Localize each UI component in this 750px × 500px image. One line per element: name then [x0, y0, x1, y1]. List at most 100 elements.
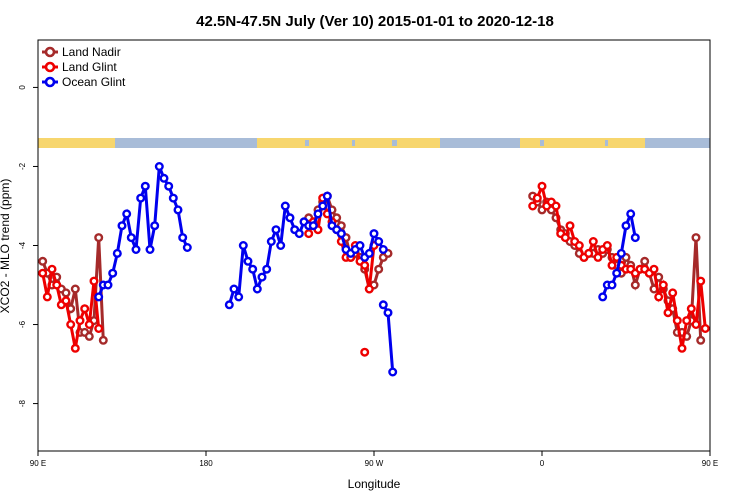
data-point: [164, 181, 174, 191]
data-point: [89, 276, 99, 286]
data-point: [80, 304, 90, 314]
data-point: [621, 221, 631, 231]
data-point: [117, 221, 127, 231]
data-point: [630, 280, 640, 290]
data-point: [528, 201, 538, 211]
data-point: [52, 280, 62, 290]
y-tick-label: 0: [18, 85, 27, 90]
data-point: [369, 229, 379, 239]
data-point: [630, 233, 640, 243]
data-point: [654, 292, 664, 302]
data-point: [388, 367, 398, 377]
data-point: [322, 191, 332, 201]
legend-item: Land Glint: [42, 60, 117, 74]
data-point: [276, 240, 286, 250]
strip-band: [115, 138, 257, 148]
data-point: [243, 256, 253, 266]
data-point: [560, 233, 570, 243]
data-point: [248, 264, 258, 274]
data-point: [285, 213, 295, 223]
data-point: [696, 276, 706, 286]
data-point: [75, 316, 85, 326]
strip-speckle: [540, 140, 544, 146]
data-point: [336, 229, 346, 239]
data-point: [574, 240, 584, 250]
data-point: [98, 335, 108, 345]
strip-speckle: [305, 140, 309, 146]
data-point: [122, 209, 132, 219]
data-point: [271, 225, 281, 235]
data-point: [658, 280, 668, 290]
strip-band: [520, 138, 645, 148]
data-point: [318, 201, 328, 211]
data-point: [607, 280, 617, 290]
data-point: [173, 205, 183, 215]
strip-speckle: [352, 140, 355, 146]
data-point: [70, 284, 80, 294]
x-tick-label: 90 W: [365, 459, 384, 468]
data-point: [234, 292, 244, 302]
data-point: [252, 284, 262, 294]
data-point: [668, 288, 678, 298]
data-point: [607, 260, 617, 270]
data-point: [94, 292, 104, 302]
data-point: [94, 233, 104, 243]
data-point: [378, 244, 388, 254]
x-tick-label: 180: [199, 459, 213, 468]
strip-speckle: [470, 140, 474, 146]
data-point: [262, 264, 272, 274]
data-point: [313, 209, 323, 219]
data-point: [38, 256, 48, 266]
data-point: [598, 292, 608, 302]
strip-speckle: [138, 140, 140, 146]
data-point: [168, 193, 178, 203]
data-point: [140, 181, 150, 191]
data-point: [612, 268, 622, 278]
data-point: [304, 229, 314, 239]
data-point: [584, 248, 594, 258]
data-point: [682, 316, 692, 326]
data-point: [61, 296, 71, 306]
data-point: [108, 268, 118, 278]
legend-marker: [44, 46, 56, 58]
series-line: [227, 191, 385, 306]
x-tick-label: 0: [540, 459, 545, 468]
strip-speckle: [660, 140, 662, 146]
data-point: [374, 236, 384, 246]
legend-label: Land Glint: [62, 60, 117, 74]
data-point: [537, 181, 547, 191]
data-point: [280, 201, 290, 211]
data-point: [360, 347, 370, 357]
data-point: [66, 320, 76, 330]
data-point: [696, 335, 706, 345]
series-layer: [38, 161, 710, 377]
data-point: [649, 264, 659, 274]
data-point: [182, 242, 192, 252]
data-point: [84, 331, 94, 341]
data-point: [360, 260, 370, 270]
y-axis-label: XCO2 - MLO trend (ppm): [0, 179, 12, 314]
data-point: [150, 221, 160, 231]
data-point: [686, 304, 696, 314]
strip-speckle: [392, 140, 397, 146]
data-point: [42, 292, 52, 302]
strip-band: [38, 138, 115, 148]
data-point: [238, 240, 248, 250]
strip-speckle: [605, 140, 608, 146]
geography-strip: [38, 138, 710, 148]
data-point: [229, 284, 239, 294]
x-tick-label: 90 E: [702, 459, 718, 468]
data-point: [355, 240, 365, 250]
data-point: [136, 193, 146, 203]
data-point: [640, 256, 650, 266]
legend-item: Ocean Glint: [42, 75, 126, 89]
data-point: [677, 343, 687, 353]
data-point: [38, 268, 48, 278]
x-axis-ticks: 90 E 180 90 W 0 90 E: [30, 451, 718, 468]
y-axis-ticks: 0 -2 -4 -6 -8: [18, 85, 38, 407]
data-point: [383, 308, 393, 318]
y-tick-label: -8: [18, 399, 27, 407]
data-point: [126, 233, 136, 243]
